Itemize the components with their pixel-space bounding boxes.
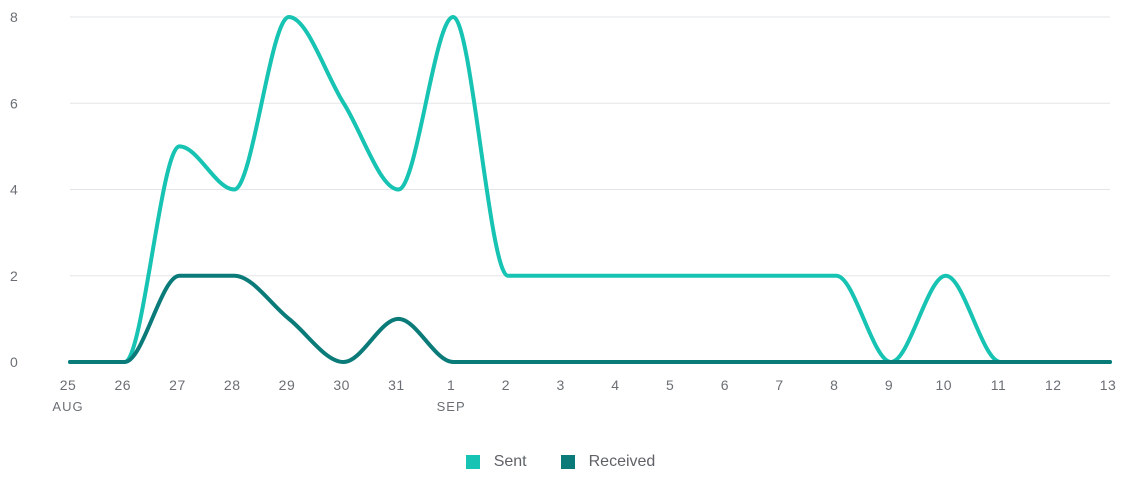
series-line-sent: [68, 15, 1112, 364]
x-tick-label: 13: [1100, 377, 1117, 393]
x-tick-label: 11: [991, 377, 1007, 393]
x-tick-label: 8: [830, 377, 838, 393]
month-label: SEP: [437, 399, 466, 414]
y-tick-label: 6: [10, 95, 18, 111]
x-tick-label: 28: [224, 377, 241, 393]
month-label: AUG: [52, 399, 83, 414]
legend-swatch: [560, 455, 575, 469]
y-axis: 0 2 4 6 8: [10, 9, 18, 370]
x-tick-label: 10: [936, 377, 953, 393]
legend-label: Received: [588, 453, 656, 470]
legend-item-received[interactable]: Received: [560, 453, 656, 471]
y-tick-label: 4: [10, 182, 18, 198]
x-tick-label: 4: [611, 377, 619, 393]
x-tick-label: 7: [775, 377, 783, 393]
grid-lines: [70, 16, 1110, 277]
x-tick-label: 29: [279, 377, 296, 393]
x-tick-label: 1: [447, 377, 455, 393]
series-line-received: [68, 273, 1112, 364]
x-tick-label: 3: [556, 377, 564, 393]
y-tick-label: 0: [10, 354, 18, 370]
legend-label: Sent: [493, 453, 527, 470]
x-tick-label: 27: [169, 377, 186, 393]
x-tick-label: 6: [721, 377, 729, 393]
legend: Sent Received: [0, 453, 1121, 471]
series-lines: [68, 15, 1112, 364]
x-tick-label: 9: [885, 377, 893, 393]
y-tick-label: 8: [10, 9, 18, 25]
x-tick-label: 31: [388, 377, 405, 393]
x-tick-label: 12: [1045, 377, 1062, 393]
x-tick-label: 30: [333, 377, 350, 393]
legend-item-sent[interactable]: Sent: [465, 453, 527, 471]
y-tick-label: 2: [10, 268, 18, 284]
legend-swatch: [465, 455, 480, 469]
x-tick-label: 26: [114, 377, 131, 393]
x-tick-label: 5: [666, 377, 674, 393]
x-tick-label: 2: [502, 377, 510, 393]
x-tick-label: 25: [60, 377, 77, 393]
